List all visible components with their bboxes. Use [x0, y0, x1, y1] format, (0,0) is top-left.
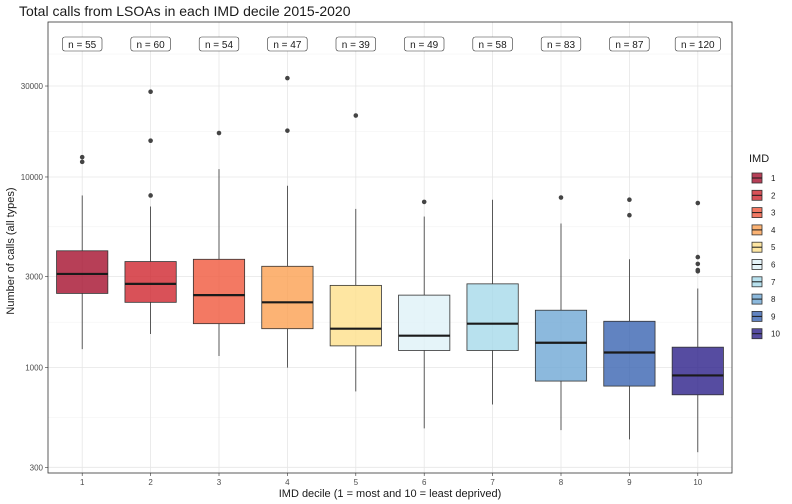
- box-iqr: [56, 250, 109, 294]
- outlier-point: [79, 159, 85, 165]
- outlier-point: [558, 195, 564, 200]
- n-label: n = 120: [681, 40, 715, 51]
- legend-label: 10: [771, 330, 780, 339]
- legend-label: 9: [771, 312, 776, 321]
- outlier-point: [148, 89, 153, 95]
- outlier-point: [285, 128, 290, 133]
- x-tick-label: 3: [217, 478, 222, 487]
- y-tick-label: 1000: [25, 364, 43, 373]
- box-iqr: [466, 283, 519, 351]
- legend-label: 4: [771, 226, 776, 235]
- n-label: n = 54: [205, 40, 234, 51]
- x-tick-label: 10: [693, 478, 702, 487]
- legend-label: 5: [771, 243, 776, 252]
- n-label-box: [404, 36, 445, 52]
- n-label-box: [609, 36, 650, 52]
- y-tick-label: 10000: [21, 173, 44, 182]
- n-label: n = 58: [479, 40, 508, 51]
- outlier-point: [79, 154, 85, 160]
- n-label-box: [62, 36, 103, 52]
- n-label-box: [472, 36, 513, 52]
- x-tick-label: 5: [354, 478, 359, 487]
- outlier-point: [421, 199, 427, 205]
- y-tick-label: 300: [30, 463, 44, 472]
- x-tick-label: 2: [148, 478, 153, 487]
- legend-label: 7: [771, 278, 776, 287]
- outlier-point: [285, 75, 290, 81]
- x-tick-label: 8: [559, 478, 564, 487]
- x-tick-label: 9: [627, 478, 632, 487]
- box-iqr: [261, 265, 314, 330]
- plot-panel: [48, 22, 732, 473]
- n-label-box: [335, 36, 376, 52]
- legend-title: IMD: [749, 153, 769, 165]
- n-label: n = 83: [547, 40, 576, 51]
- box-iqr: [124, 261, 177, 303]
- outlier-point: [148, 138, 153, 143]
- outlier-point: [695, 261, 701, 267]
- y-tick-label: 30000: [21, 82, 44, 91]
- legend-label: 3: [771, 209, 776, 218]
- x-tick-label: 4: [285, 478, 290, 487]
- n-label-box: [267, 36, 308, 52]
- x-axis-title: IMD decile (1 = most and 10 = least depr…: [279, 488, 502, 500]
- n-label-box: [540, 36, 582, 52]
- n-label: n = 49: [410, 40, 439, 51]
- box-iqr: [534, 309, 588, 382]
- n-label-box: [674, 36, 721, 52]
- outlier-point: [695, 254, 701, 260]
- legend: IMD 1 2 3 4 5 6 7 8 9 10: [749, 153, 780, 341]
- n-label-box: [130, 36, 171, 52]
- x-tick-label: 7: [490, 478, 495, 487]
- outlier-point: [148, 193, 153, 198]
- n-label: n = 55: [68, 40, 97, 51]
- box-iqr: [671, 346, 724, 396]
- outlier-point: [353, 113, 359, 118]
- box-iqr: [603, 320, 656, 387]
- legend-label: 2: [771, 191, 776, 200]
- legend-label: 8: [771, 295, 776, 304]
- y-tick-label: 3000: [25, 273, 43, 282]
- n-label: n = 87: [615, 40, 644, 51]
- outlier-point: [695, 267, 701, 273]
- outlier-point: [627, 212, 632, 218]
- n-label: n = 47: [273, 40, 302, 51]
- outlier-point: [627, 197, 632, 202]
- legend-label: 1: [771, 174, 776, 183]
- box-iqr: [398, 294, 451, 351]
- outlier-point: [695, 200, 701, 206]
- box-layer: [56, 75, 724, 453]
- n-label-box: [198, 36, 240, 52]
- legend-label: 6: [771, 261, 776, 270]
- n-label: n = 60: [137, 40, 166, 51]
- x-tick-label: 6: [422, 478, 427, 487]
- box-iqr: [192, 258, 246, 325]
- y-axis-title: Number of calls (all types): [5, 187, 17, 314]
- grid-layer: [45, 22, 732, 476]
- box-iqr: [329, 284, 382, 347]
- x-tick-label: 1: [80, 478, 85, 487]
- chart-title: Total calls from LSOAs in each IMD decil…: [19, 3, 351, 19]
- label-layer: 300 1000 3000 10000 30000 1 2 3 4 5 6 7 8 9 10 n = 55 n …: [21, 21, 733, 487]
- n-label: n = 39: [342, 40, 371, 51]
- outlier-point: [216, 130, 222, 136]
- plot-border: [47, 21, 733, 474]
